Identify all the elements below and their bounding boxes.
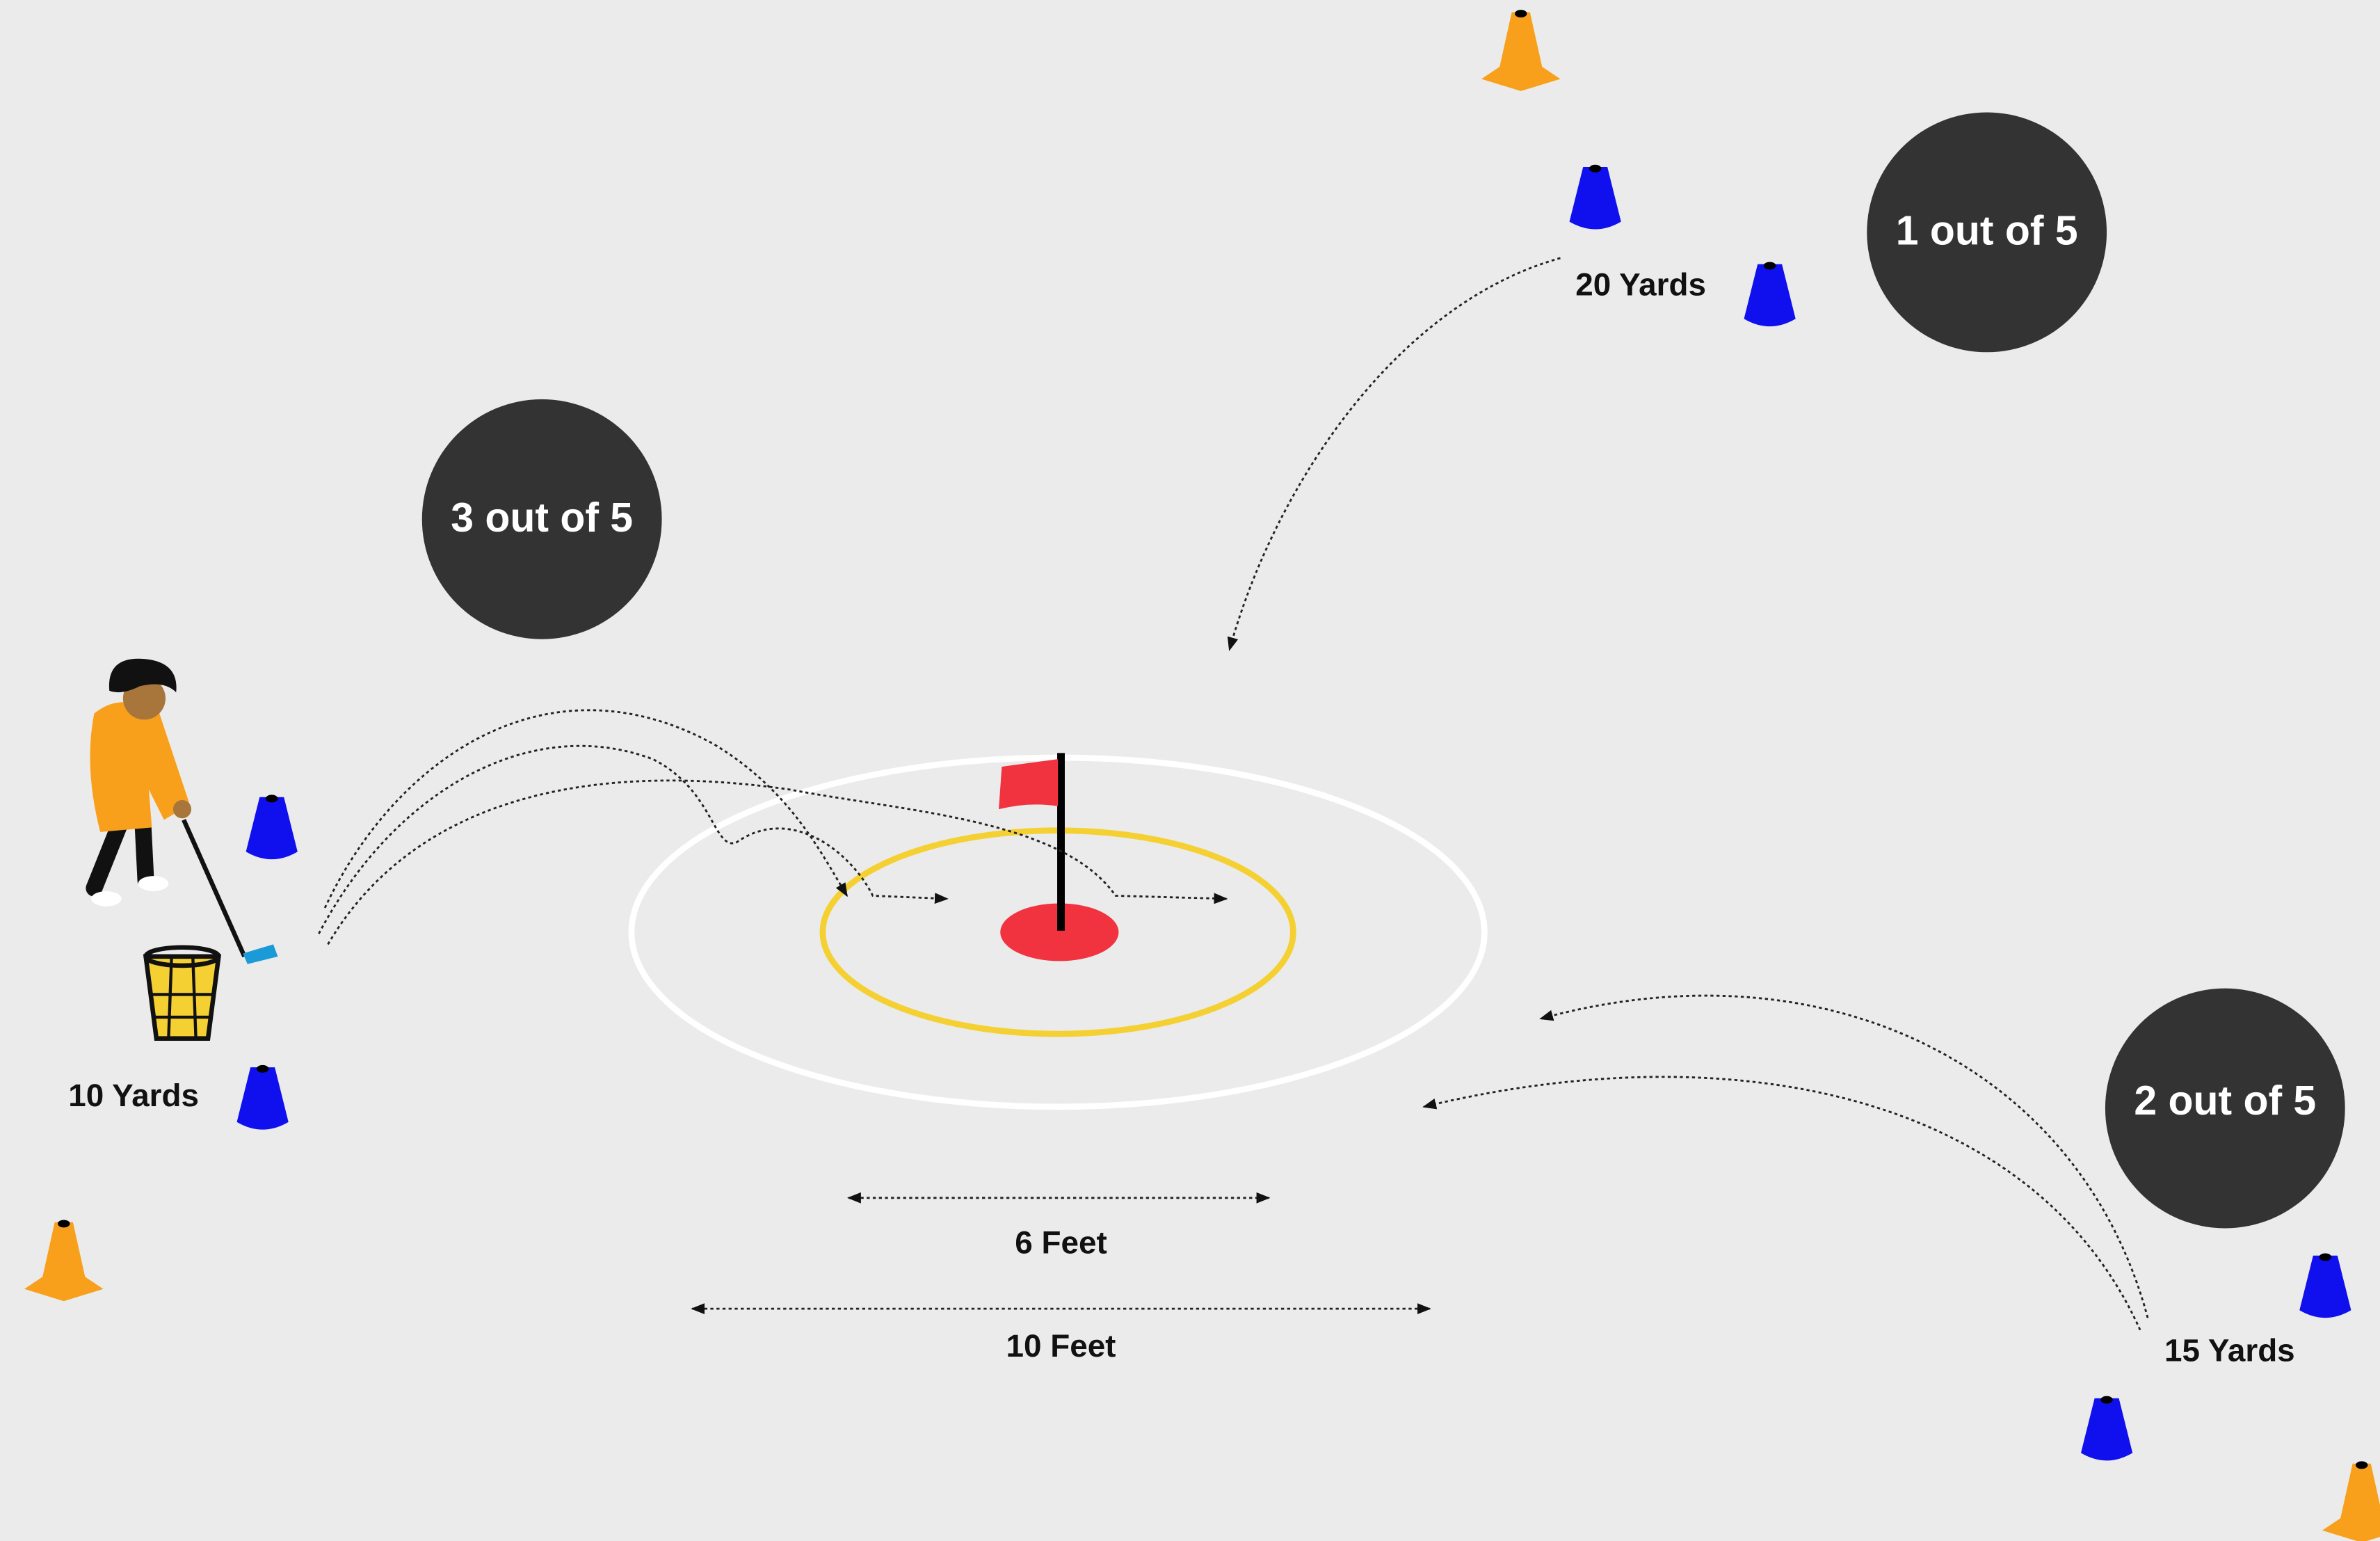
- measure-label: 10 Feet: [1006, 1328, 1116, 1364]
- distance-label: 15 Yards: [2164, 1333, 2295, 1368]
- basket: [146, 957, 219, 1039]
- flag: [999, 759, 1058, 809]
- ball-basket: [146, 948, 219, 1039]
- page: 3 out of 5 1 out of 5 2 out of 5 6 Feet …: [0, 0, 2380, 1541]
- golfer-shoe: [91, 891, 122, 907]
- distance-label: 20 Yards: [1575, 267, 1706, 303]
- measure-label: 6 Feet: [1015, 1225, 1107, 1261]
- distance-label: 10 Yards: [68, 1078, 199, 1113]
- golfer-shoe: [138, 876, 169, 891]
- score-text: 2 out of 5: [2134, 1078, 2316, 1124]
- score-text: 3 out of 5: [451, 495, 633, 541]
- golfer-hand: [173, 800, 191, 818]
- drill-diagram: 3 out of 5 1 out of 5 2 out of 5 6 Feet …: [0, 0, 2380, 1541]
- score-text: 1 out of 5: [1896, 209, 2078, 254]
